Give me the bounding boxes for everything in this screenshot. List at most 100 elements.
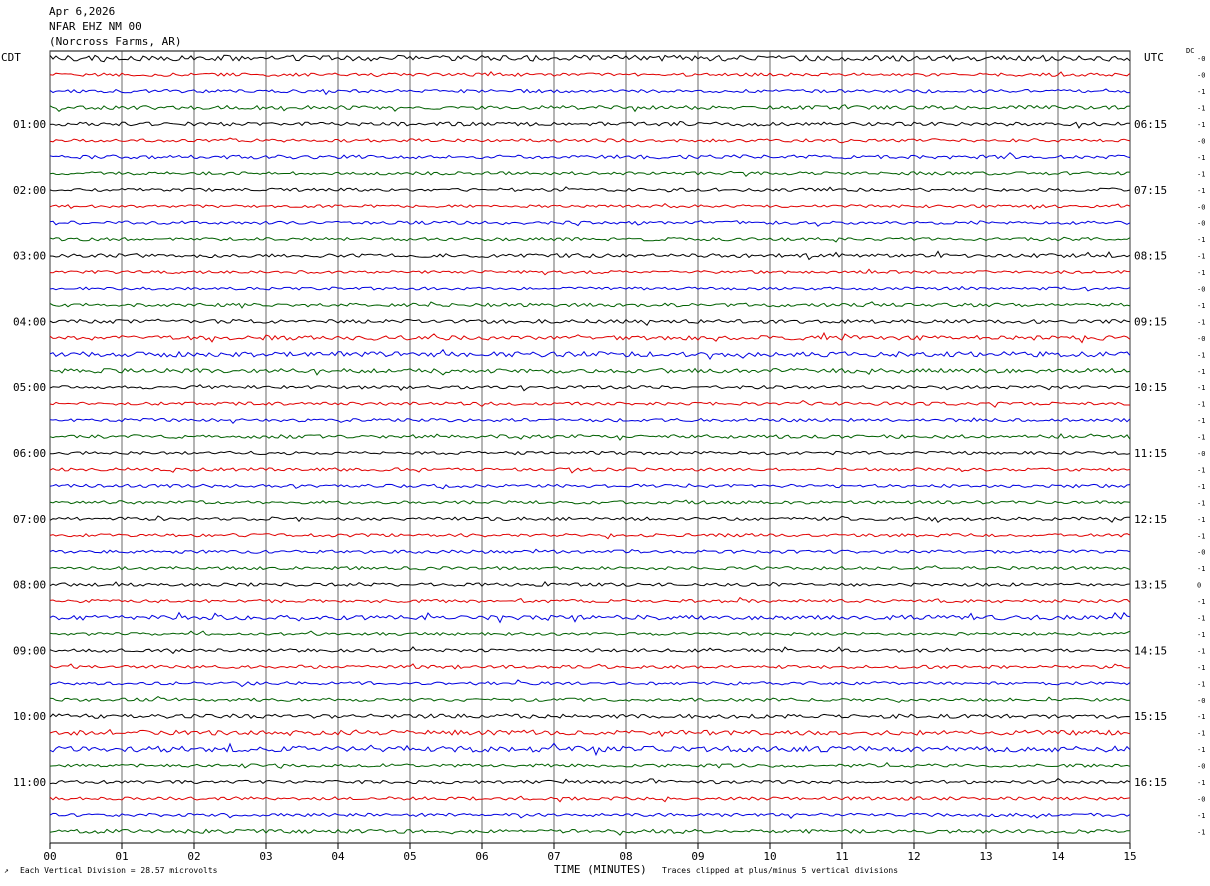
dc-offset-label: -1 <box>1197 318 1205 326</box>
trace-row <box>50 450 1131 456</box>
dc-offset-label: -0 <box>1197 450 1205 458</box>
utc-time-label: 09:15 <box>1134 315 1167 328</box>
utc-time-label: 10:15 <box>1134 381 1167 394</box>
trace-row <box>49 348 1131 361</box>
x-axis-title: TIME (MINUTES) <box>554 863 647 876</box>
utc-time-label: 12:15 <box>1134 513 1167 526</box>
cdt-time-label: 03:00 <box>13 250 46 263</box>
x-tick-label: 12 <box>907 850 920 863</box>
clip-note: Traces clipped at plus/minus 5 vertical … <box>662 866 899 875</box>
cdt-time-label: 11:00 <box>13 776 46 789</box>
trace-row <box>49 367 1131 376</box>
trace-row <box>49 630 1131 637</box>
dc-offset-label: -1 <box>1197 779 1205 787</box>
trace-row <box>49 236 1131 243</box>
header-station: NFAR EHZ NM 00 <box>49 20 142 33</box>
trace-row <box>49 331 1131 344</box>
header-location: (Norcross Farms, AR) <box>49 35 182 48</box>
dc-offset-label: -1 <box>1197 532 1205 540</box>
dc-offset-label: -0 <box>1197 335 1205 343</box>
dc-offset-label: 0 <box>1197 582 1201 590</box>
trace-row <box>49 268 1131 276</box>
dc-offset-label: -1 <box>1197 828 1205 836</box>
trace-row <box>49 54 1131 63</box>
utc-time-label: 15:15 <box>1134 710 1167 723</box>
trace-row <box>49 301 1131 309</box>
dc-offset-label: -1 <box>1197 664 1205 672</box>
trace-row <box>49 728 1131 738</box>
dc-offset-label: -1 <box>1197 483 1205 491</box>
right-timezone-label: UTC <box>1144 51 1164 64</box>
trace-row <box>49 137 1131 144</box>
dc-offset-label: -0 <box>1197 795 1205 803</box>
dc-offset-label: -1 <box>1197 466 1205 474</box>
dc-offset-label: -0 <box>1197 137 1205 145</box>
dc-offset-label: -1 <box>1197 598 1205 606</box>
dc-offset-label: -1 <box>1197 236 1205 244</box>
trace-row <box>49 71 1131 78</box>
dc-offset-label: -0 <box>1197 55 1205 63</box>
trace-row <box>49 467 1131 474</box>
trace-row <box>49 400 1130 408</box>
dc-offset-label: -1 <box>1197 269 1205 277</box>
utc-time-label: 07:15 <box>1134 184 1167 197</box>
dc-offset-label: -1 <box>1197 647 1205 655</box>
utc-time-label: 06:15 <box>1134 118 1167 131</box>
dc-offset-label: -1 <box>1197 434 1205 442</box>
trace-row <box>49 220 1131 227</box>
trace-row <box>49 742 1131 757</box>
x-tick-label: 00 <box>43 850 56 863</box>
dc-label: DC <box>1186 47 1195 55</box>
trace-row <box>49 761 1131 769</box>
trace-row <box>49 565 1131 571</box>
dc-offset-label: -0 <box>1197 697 1205 705</box>
x-tick-label: 02 <box>187 850 200 863</box>
dc-offset-label: -1 <box>1197 565 1205 573</box>
cdt-time-label: 08:00 <box>13 579 46 592</box>
trace-row <box>49 663 1131 670</box>
trace-row <box>49 532 1131 540</box>
x-tick-label: 08 <box>619 850 632 863</box>
trace-row <box>49 696 1131 703</box>
cdt-time-label: 07:00 <box>13 513 46 526</box>
dc-offset-label: -1 <box>1197 384 1205 392</box>
trace-row <box>49 499 1131 505</box>
x-tick-label: 13 <box>979 850 992 863</box>
left-timezone-label: CDT <box>1 51 21 64</box>
dc-offset-label: -0 <box>1197 220 1205 228</box>
trace-row <box>49 548 1131 555</box>
trace-row <box>49 170 1130 178</box>
x-tick-label: 11 <box>835 850 848 863</box>
dc-offset-label: -1 <box>1197 154 1205 162</box>
dc-offset-label: -1 <box>1197 302 1205 310</box>
trace-row <box>49 433 1131 441</box>
dc-offset-label: -1 <box>1197 680 1205 688</box>
dc-offset-label: -1 <box>1197 730 1205 738</box>
x-tick-label: 09 <box>691 850 704 863</box>
plot-frame <box>49 50 1131 844</box>
x-tick-label: 03 <box>259 850 272 863</box>
cdt-time-label: 10:00 <box>13 710 46 723</box>
trace-row <box>49 285 1131 292</box>
division-note: Each Vertical Division = 28.57 microvolt… <box>20 866 218 875</box>
dc-offset-label: -1 <box>1197 368 1205 376</box>
trace-row <box>49 318 1131 326</box>
dc-offset-label: -1 <box>1197 516 1205 524</box>
utc-time-label: 11:15 <box>1134 447 1167 460</box>
dc-offset-label: -0 <box>1197 203 1205 211</box>
utc-time-label: 16:15 <box>1134 776 1167 789</box>
x-tick-label: 15 <box>1123 850 1136 863</box>
trace-row <box>49 417 1131 425</box>
trace-row <box>49 104 1131 113</box>
dc-offset-label: -1 <box>1197 187 1205 195</box>
dc-offset-label: -0 <box>1197 549 1205 557</box>
x-tick-label: 14 <box>1051 850 1065 863</box>
dc-offset-label: -1 <box>1197 121 1205 129</box>
dc-offset-label: -1 <box>1197 351 1205 359</box>
dc-offset-label: -0 <box>1197 286 1205 294</box>
trace-row <box>49 152 1131 160</box>
x-tick-label: 06 <box>475 850 488 863</box>
trace-row <box>49 713 1131 720</box>
dc-offset-label: -1 <box>1197 713 1205 721</box>
